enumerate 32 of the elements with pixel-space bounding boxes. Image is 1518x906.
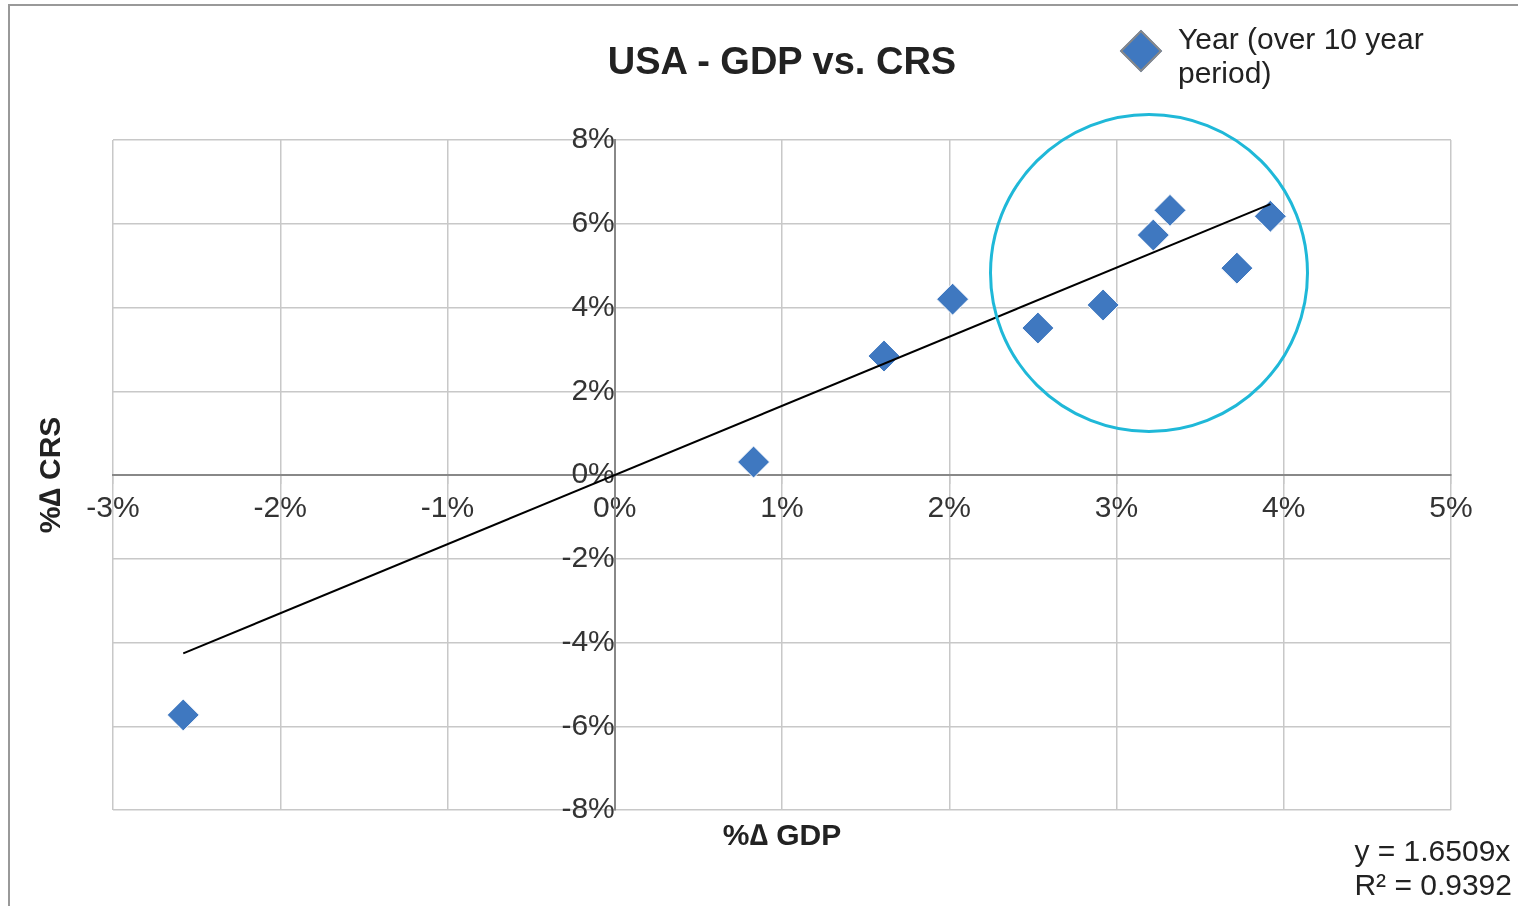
point <box>1136 218 1170 252</box>
x-tick-label: -2% <box>253 490 307 524</box>
y-tick-label: 2% <box>571 372 615 406</box>
x-tick-label: -3% <box>86 490 140 524</box>
text: y = 1.6509x <box>1354 834 1512 868</box>
x-tick-label: 1% <box>760 490 804 524</box>
y-tick-label: 8% <box>571 121 615 155</box>
point <box>1021 311 1055 345</box>
y-tick-label: -6% <box>561 707 615 741</box>
x-tick-label: 2% <box>927 490 971 524</box>
point <box>1086 288 1120 322</box>
x-axis-title: %∆ GDP <box>722 818 842 851</box>
point <box>867 339 901 373</box>
point <box>166 698 200 732</box>
legend-label: Year (over 10 year period) <box>1178 22 1425 90</box>
chart-title: USA - GDP vs. CRS <box>607 40 957 82</box>
point <box>1153 193 1187 227</box>
x-tick-label: 5% <box>1429 490 1473 524</box>
y-tick-label: -4% <box>561 623 615 657</box>
y-tick-label: 6% <box>571 205 615 239</box>
y-tick-label: -8% <box>561 791 615 825</box>
y-axis-title: %∆ CRS <box>33 416 67 534</box>
y-tick-label: 4% <box>571 288 615 322</box>
x-tick-label: 4% <box>1262 490 1306 524</box>
x-tick-label: 3% <box>1094 490 1139 524</box>
point <box>737 445 771 479</box>
y-tick-label: -2% <box>561 540 615 574</box>
point <box>936 282 970 316</box>
text: R² = 0.9392 <box>1354 868 1512 902</box>
point <box>1220 251 1254 285</box>
x-tick-label: -1% <box>420 490 475 524</box>
point <box>1253 199 1287 233</box>
